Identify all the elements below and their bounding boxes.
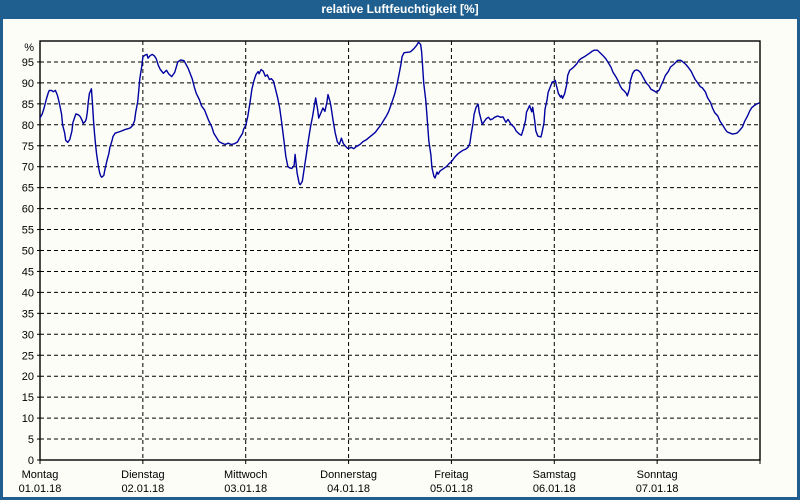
x-axis-weekday-label: Montag <box>22 469 59 481</box>
x-axis-weekday-label: Freitag <box>434 469 468 481</box>
x-axis-date-label: 04.01.18 <box>327 483 370 495</box>
y-axis-label: 25 <box>22 350 34 362</box>
x-axis-date-label: 06.01.18 <box>533 483 576 495</box>
y-axis-label: 75 <box>22 141 34 153</box>
x-axis-date-label: 01.01.18 <box>19 483 62 495</box>
y-axis-unit-label: % <box>24 42 34 54</box>
x-axis-date-label: 03.01.18 <box>224 483 267 495</box>
y-axis-label: 30 <box>22 329 34 341</box>
y-axis-label: 0 <box>28 455 34 467</box>
x-axis-weekday-label: Mittwoch <box>224 469 267 481</box>
plot-border <box>39 40 761 461</box>
y-axis-label: 70 <box>22 162 34 174</box>
x-axis-weekday-label: Dienstag <box>121 469 164 481</box>
y-axis-label: 90 <box>22 78 34 90</box>
y-axis-label: 55 <box>22 225 34 237</box>
y-axis-label: 95 <box>22 57 34 69</box>
x-axis-weekday-label: Donnerstag <box>320 469 377 481</box>
y-axis-label: 5 <box>28 434 34 446</box>
y-axis-label: 80 <box>22 120 34 132</box>
x-axis-date-label: 05.01.18 <box>430 483 473 495</box>
y-axis-label: 45 <box>22 266 34 278</box>
y-axis-label: 10 <box>22 413 34 425</box>
title-bar: relative Luftfeuchtigkeit [%] <box>0 0 800 19</box>
y-axis-label: 60 <box>22 204 34 216</box>
x-axis-date-label: 02.01.18 <box>121 483 164 495</box>
y-axis-label: 40 <box>22 287 34 299</box>
y-axis-label: 35 <box>22 308 34 320</box>
y-axis-label: 50 <box>22 246 34 258</box>
y-axis-label: 20 <box>22 371 34 383</box>
y-axis-label: 85 <box>22 99 34 111</box>
series-line <box>39 41 760 186</box>
y-axis-label: 15 <box>22 392 34 404</box>
chart-background <box>3 19 797 497</box>
page-title: relative Luftfeuchtigkeit [%] <box>321 2 479 16</box>
x-axis-date-label: 07.01.18 <box>636 483 679 495</box>
x-axis-weekday-label: Sonntag <box>637 469 678 481</box>
y-axis-label: 65 <box>22 183 34 195</box>
x-axis-weekday-label: Samstag <box>533 469 576 481</box>
